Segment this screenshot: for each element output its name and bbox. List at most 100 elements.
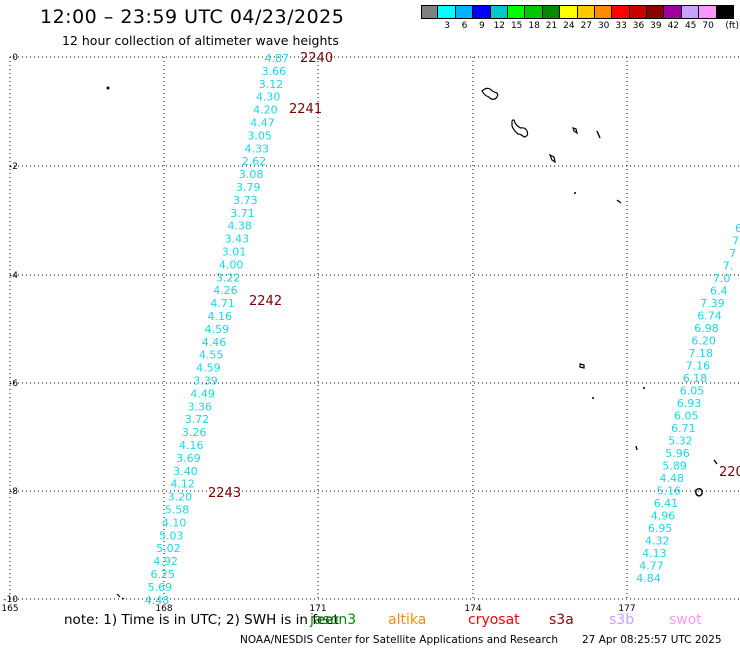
colorbar-swatch	[577, 5, 595, 19]
swh-value: 4.30	[256, 91, 281, 104]
track-swh-values-west: 4.873.663.124.304.204.473.054.332.623.08…	[145, 52, 289, 607]
swh-value: 4.92	[153, 555, 178, 568]
page-title: 12:00 – 23:59 UTC 04/23/2025	[40, 6, 345, 28]
swh-value: 5.58	[165, 504, 190, 517]
swh-value: 3.72	[185, 413, 210, 426]
colorbar-swatch	[438, 5, 456, 19]
colorbar	[421, 5, 735, 19]
satellite-legend-altika: altika	[388, 612, 427, 628]
swh-value: 4.96	[651, 510, 676, 523]
colorbar-label: 39	[650, 21, 662, 31]
colorbar-swatch	[490, 5, 508, 19]
swh-value: 6.4	[710, 285, 728, 298]
swh-value: 4.10	[162, 516, 187, 529]
island	[579, 363, 585, 369]
island	[548, 153, 556, 164]
swh-value: 6.05	[674, 410, 699, 423]
y-tick-label: -6	[9, 379, 18, 389]
swh-value: 3.12	[259, 78, 284, 91]
swh-value: 3.39	[193, 375, 218, 388]
swh-value: 4.33	[245, 142, 270, 155]
swh-value: 2.62	[242, 155, 267, 168]
colorbar-label: 70	[702, 21, 714, 31]
colorbar-label: 6	[461, 21, 468, 31]
colorbar-swatch	[560, 5, 578, 19]
island	[106, 86, 110, 90]
swh-value: 3.36	[188, 400, 213, 413]
colorbar-swatch	[473, 5, 491, 19]
colorbar-swatch	[525, 5, 543, 19]
track-swh-values-east: 6777.7.06.47.396.746.986.207.187.166.186…	[636, 222, 740, 585]
island	[511, 119, 529, 138]
y-tick-label: -10	[3, 595, 18, 605]
island	[713, 459, 718, 465]
swh-value: 4.38	[227, 220, 252, 233]
satellite-legend-jason3: jason3	[310, 612, 357, 628]
swh-value: 4.16	[179, 439, 204, 452]
swh-value: 3.66	[262, 65, 287, 78]
swh-value: 4.84	[636, 572, 661, 585]
pass-label: 2240	[300, 51, 333, 66]
swh-value: 6.25	[151, 568, 176, 581]
swh-value: 7.18	[689, 347, 714, 360]
swh-value: 3.01	[222, 246, 247, 259]
x-tick-label: 171	[309, 604, 326, 614]
swh-value: 3.71	[230, 207, 255, 220]
swh-value: 4.87	[265, 52, 290, 65]
page-subtitle: 12 hour collection of altimeter wave hei…	[62, 33, 339, 48]
colorbar-swatch	[612, 5, 630, 19]
island	[616, 199, 622, 204]
colorbar-label: 24	[563, 21, 575, 31]
swh-value: 3.05	[247, 129, 272, 142]
swh-value: 7.39	[700, 297, 725, 310]
swh-value: 5.69	[148, 581, 173, 594]
swh-value: 4.77	[639, 560, 664, 573]
swh-value: 4.55	[199, 349, 224, 362]
satellite-legend-s3b: s3b	[609, 612, 635, 628]
island	[695, 488, 703, 497]
colorbar-label: 36	[632, 21, 645, 31]
swh-value: 5.89	[662, 460, 687, 473]
swh-value: 5.02	[156, 542, 181, 555]
swh-value: 4.16	[208, 310, 233, 323]
swh-value: 7	[729, 247, 736, 260]
colorbar-labels: 3 6 9 12 15 18 21 24 27 30 33 36 39 42 45 70 (ft)	[421, 21, 740, 35]
swh-value: 4.59	[196, 362, 221, 375]
island	[574, 192, 576, 194]
colorbar-label: 42	[667, 21, 680, 31]
swh-value: 4.71	[210, 297, 235, 310]
credit: NOAA/NESDIS Center for Satellite Applica…	[240, 634, 558, 646]
pass-label: 2243	[208, 486, 241, 501]
swh-value: 3.43	[225, 233, 250, 246]
y-tick-label: 0	[12, 53, 18, 63]
swh-value: 3.20	[168, 491, 193, 504]
x-tick-label: 168	[155, 604, 172, 614]
colorbar-label: 15	[510, 21, 523, 31]
colorbar-label: 30	[597, 21, 610, 31]
swh-value: 4.12	[170, 478, 195, 491]
colorbar-swatch	[542, 5, 561, 19]
colorbar-label: 21	[545, 21, 558, 31]
swh-value: 7.16	[686, 360, 711, 373]
x-tick-label: 165	[1, 604, 18, 614]
swh-value: 6.95	[648, 522, 673, 535]
swh-value: 5.03	[159, 529, 184, 542]
colorbar-label: 12	[493, 21, 506, 31]
colorbar-swatch	[629, 5, 648, 19]
footnote: note: 1) Time is in UTC; 2) SWH is in fe…	[64, 612, 339, 628]
pass-labels: 2240 2241 2242 2243 220	[208, 51, 740, 501]
colorbar-label: 45	[684, 21, 697, 31]
swh-value: 5.16	[657, 485, 682, 498]
swh-value: 4.20	[253, 104, 278, 117]
pass-label-edge: 220	[719, 465, 740, 480]
satellite-legend-cryosat: cryosat	[468, 612, 520, 628]
swh-value: 6	[735, 222, 740, 235]
swh-value: 5.96	[665, 447, 690, 460]
colorbar-swatch	[507, 5, 526, 19]
map-tick-labels: 165 168 171 174 177 0 -2 -4 -6 -8 -10	[1, 53, 635, 614]
swh-value: 4.13	[642, 547, 667, 560]
swh-value: 3.26	[182, 426, 207, 439]
colorbar-label: 18	[528, 21, 540, 31]
swh-value: 3.69	[176, 452, 201, 465]
